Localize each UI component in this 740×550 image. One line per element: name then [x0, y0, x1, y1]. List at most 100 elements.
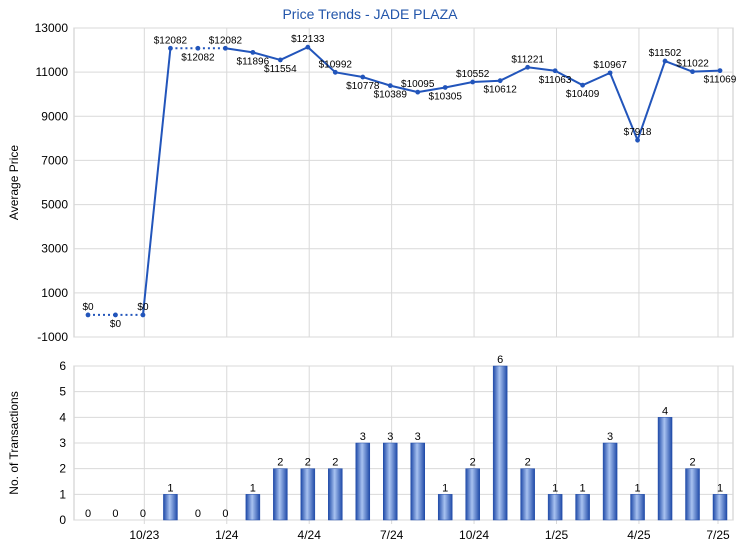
- price-point-label: $7918: [624, 127, 652, 138]
- x-tick-label: 1/25: [545, 528, 569, 542]
- transactions-bar-label: 1: [167, 482, 173, 494]
- transactions-bar: [602, 442, 618, 521]
- transactions-bar: [245, 494, 261, 521]
- transactions-bar-label: 2: [305, 457, 311, 469]
- transactions-bar: [712, 494, 728, 521]
- transactions-bar-label: 0: [140, 508, 146, 520]
- price-series: $0 $0 $0 $12082 $12082 $12082 $11896$11554 $121…: [82, 34, 736, 330]
- price-point-label: $11063: [539, 75, 572, 86]
- transactions-grid: [73, 365, 734, 524]
- price-point-label: $11221: [511, 54, 544, 65]
- price-point-label: $11022: [676, 59, 709, 70]
- price-point-label: $10095: [401, 79, 435, 90]
- price-y-tick-label: 11000: [36, 65, 69, 79]
- price-line-segment: [582, 71, 611, 87]
- transactions-bar: [685, 468, 700, 521]
- price-line-segment: [445, 81, 473, 89]
- x-tick-label: 7/25: [706, 528, 730, 542]
- price-point-label: $10778: [346, 81, 380, 92]
- transactions-y-tick-label: 1: [59, 487, 66, 501]
- price-point: [607, 70, 613, 76]
- price-point: [85, 312, 91, 318]
- price-point: [717, 68, 723, 74]
- price-point-label: $11069: [704, 75, 737, 86]
- price-point: [113, 312, 118, 318]
- transactions-y-tick-label: 0: [59, 513, 66, 527]
- x-axis-ticks: 10/23 1/24 4/24 7/24 10/24 1/25 4/25 7/25: [129, 528, 730, 542]
- price-point: [525, 64, 531, 70]
- transactions-bar-label: 3: [607, 431, 613, 443]
- price-grid: [73, 27, 734, 338]
- x-tick-label: 4/25: [627, 528, 651, 542]
- price-point: [222, 45, 228, 51]
- price-point: [635, 137, 640, 143]
- transactions-bar-label: 0: [222, 508, 228, 520]
- price-y-tick-label: 7000: [41, 153, 68, 167]
- price-line-segment: [390, 84, 418, 94]
- price-line-segment: [664, 60, 693, 73]
- price-point-label: $0: [110, 319, 122, 330]
- transactions-bar-label: 1: [552, 482, 558, 494]
- transactions-bar: [575, 494, 590, 521]
- transactions-bar: [465, 468, 480, 521]
- transactions-bar-label: 2: [332, 457, 338, 469]
- price-point: [442, 85, 448, 90]
- transactions-bar: [273, 468, 288, 521]
- transactions-bar-label: 0: [85, 508, 91, 520]
- price-line-segment: [362, 76, 391, 87]
- price-point: [662, 58, 668, 64]
- chart-title: Price Trends - JADE PLAZA: [282, 6, 458, 22]
- transactions-bar: [163, 494, 178, 521]
- transactions-bar-label: 2: [525, 457, 531, 469]
- transactions-y-axis-title: No. of Transactions: [7, 391, 21, 494]
- price-point: [168, 45, 173, 51]
- transactions-bar-label: 1: [717, 482, 723, 494]
- price-line-segment: [636, 60, 666, 141]
- price-y-tick-label: 5000: [41, 198, 68, 212]
- transactions-bar-label: 2: [470, 457, 476, 469]
- price-point: [250, 49, 256, 55]
- price-line-segment: [141, 48, 172, 316]
- transactions-bar-label: 2: [689, 457, 695, 469]
- price-point-label: $12082: [181, 52, 215, 63]
- transactions-bar-label: 1: [250, 482, 256, 494]
- price-point: [305, 44, 311, 50]
- price-point-label: $12082: [209, 35, 243, 46]
- transactions-y-tick-label: 5: [59, 385, 66, 399]
- price-point-label: $12133: [291, 34, 325, 45]
- transactions-bar-label: 4: [662, 405, 668, 417]
- price-point-label: $10612: [483, 85, 517, 96]
- price-point: [470, 79, 476, 85]
- transactions-bar: [437, 494, 453, 521]
- x-tick-label: 7/24: [380, 528, 404, 542]
- transactions-bar-label: 6: [497, 354, 503, 366]
- price-plot-frame: [73, 27, 734, 338]
- price-point: [580, 82, 586, 88]
- price-point-label: $0: [82, 302, 94, 313]
- transactions-bar-label: 3: [415, 431, 421, 443]
- price-point: [387, 83, 393, 89]
- price-y-tick-label: 13000: [35, 21, 69, 35]
- price-line-segment: [692, 69, 721, 73]
- price-point-label: $11502: [649, 48, 682, 59]
- price-line-segment: [472, 79, 501, 84]
- price-point: [360, 74, 366, 80]
- price-line-segment: [279, 46, 309, 61]
- price-line-segment: [252, 51, 281, 61]
- price-line-segment: [554, 69, 584, 87]
- price-point: [140, 312, 146, 318]
- x-tick-label: 10/24: [459, 528, 489, 542]
- transactions-y-axis: 0 1 2 3 4 5 6: [59, 359, 66, 527]
- x-tick-label: 10/23: [129, 528, 159, 542]
- transactions-bar: [383, 442, 398, 521]
- price-point: [415, 89, 421, 95]
- price-point: [277, 57, 283, 63]
- transactions-y-tick-label: 3: [59, 436, 66, 450]
- price-point-label: $0: [137, 302, 149, 313]
- price-point-label: $12082: [154, 35, 188, 46]
- transactions-y-tick-label: 6: [59, 359, 66, 373]
- price-point-label: $10552: [456, 69, 490, 80]
- x-tick-label: 4/24: [298, 528, 322, 542]
